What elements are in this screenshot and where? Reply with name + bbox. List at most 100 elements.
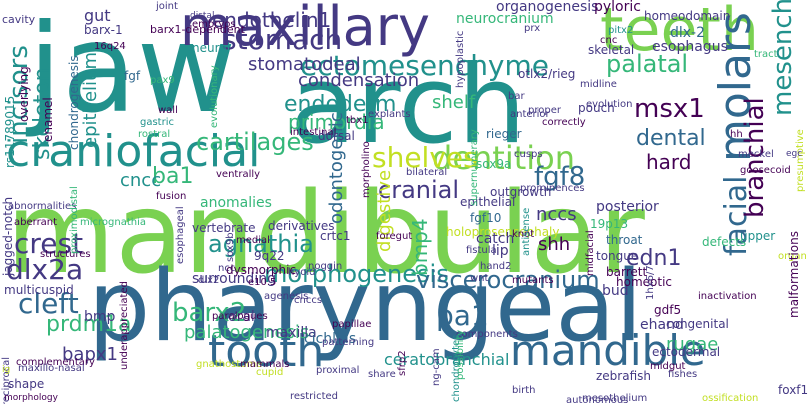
word: cavity	[2, 13, 36, 26]
word: micrognathia	[80, 217, 147, 228]
word: ehand	[640, 317, 684, 333]
word: maxilla	[266, 325, 317, 341]
word: prominences	[520, 183, 585, 194]
word: teeth	[600, 0, 759, 65]
word: ig	[2, 365, 11, 375]
word: correctly	[542, 117, 586, 128]
word: structures	[40, 249, 91, 260]
word: stomatodeal	[248, 54, 361, 75]
word: epithelial	[460, 195, 516, 209]
word: bilateral	[406, 167, 448, 178]
word: cichlids	[304, 331, 357, 347]
word: esophageal	[175, 206, 186, 264]
word: fishes	[668, 369, 698, 380]
word: zebrafish	[596, 369, 652, 383]
word: shelves	[372, 141, 478, 174]
word: chondrogenesis	[67, 55, 81, 150]
word: dysmorphic	[226, 263, 297, 277]
word: neural	[192, 41, 231, 55]
word: papillae	[332, 319, 372, 330]
word: congenital	[666, 317, 729, 331]
word: ba1	[152, 164, 194, 189]
word: noggin	[308, 261, 343, 272]
word: barx1-dependent	[150, 23, 245, 36]
word: maxillo-nasal	[18, 363, 85, 374]
word: 19p13	[590, 217, 629, 231]
word: primordia	[288, 110, 385, 134]
word: cnccs	[294, 295, 323, 306]
word: neurocranium	[456, 11, 554, 27]
word: bmp4	[408, 218, 432, 276]
word: pouch	[578, 101, 615, 115]
word: paralogues	[212, 311, 268, 322]
word: endothelin1	[212, 8, 332, 32]
word: fusion	[156, 191, 187, 202]
word: cusps	[514, 149, 543, 160]
word: sfrp2	[397, 350, 408, 376]
word: egc	[786, 149, 803, 159]
word: tongue	[596, 249, 639, 263]
word: proximodistal	[69, 186, 80, 254]
word: endoderm	[284, 92, 397, 117]
word: skeletal	[588, 43, 635, 57]
word: barrett	[606, 265, 648, 279]
word: possibility	[455, 329, 466, 380]
word: e10.5	[248, 277, 277, 288]
word: pitx2	[608, 25, 634, 36]
word: 1hx6/7	[645, 265, 656, 300]
word: ncc	[218, 263, 236, 274]
word: wnt	[470, 273, 489, 284]
word: supernumerary	[469, 129, 480, 206]
word: embryos	[192, 19, 236, 30]
word: tract	[754, 49, 778, 60]
word: tooth	[208, 326, 325, 377]
word: ng-cam	[431, 348, 442, 386]
word: rs11789015	[3, 95, 17, 168]
word: fgf10	[470, 211, 502, 225]
word: proper	[528, 105, 561, 116]
word: bmp	[84, 309, 116, 325]
word: prdm1a	[46, 312, 132, 337]
word: sox9b	[225, 232, 236, 262]
word: autonomous	[566, 395, 629, 404]
word: mutants	[512, 275, 554, 286]
word: barx-1	[84, 23, 123, 37]
word: ectomesenchyme	[300, 49, 550, 82]
word: rieger	[486, 127, 522, 141]
word: aberrant	[14, 217, 58, 228]
word: gastric	[140, 117, 174, 128]
word: underappreciated	[119, 281, 130, 370]
word: restricted	[290, 391, 338, 402]
word: crest	[14, 227, 84, 260]
word: dental	[636, 126, 706, 151]
word: morphology	[4, 393, 58, 403]
word: hard	[646, 150, 692, 174]
word: shelf	[432, 92, 476, 113]
word: dlx2	[198, 275, 220, 286]
word: 9q22	[254, 249, 285, 263]
word: organogenesis	[496, 0, 599, 15]
word: hh	[730, 129, 743, 140]
word: sox9a	[476, 157, 512, 171]
word: birth	[512, 385, 536, 396]
word: pax9	[150, 75, 175, 86]
word: stomach	[222, 23, 343, 56]
word: otlx2/rieg	[518, 67, 576, 81]
word: goosecoid	[740, 165, 791, 176]
word: condensation	[298, 70, 420, 91]
word: complementary	[16, 357, 95, 368]
word: dlx2a	[6, 253, 84, 286]
word: surrounding	[192, 271, 276, 287]
word: distal	[190, 11, 215, 21]
word: multicuspid	[4, 283, 74, 297]
word: morpholino	[361, 141, 372, 198]
word: arch	[290, 43, 527, 168]
word: ventrally	[216, 169, 261, 180]
word: barx2	[172, 298, 247, 328]
word: homeodomain	[644, 9, 731, 23]
word: rostral	[138, 129, 171, 140]
word: homeotic	[616, 275, 672, 289]
word: rugae	[666, 334, 719, 355]
word: jaw	[28, 0, 237, 140]
word: edn1	[626, 246, 682, 271]
